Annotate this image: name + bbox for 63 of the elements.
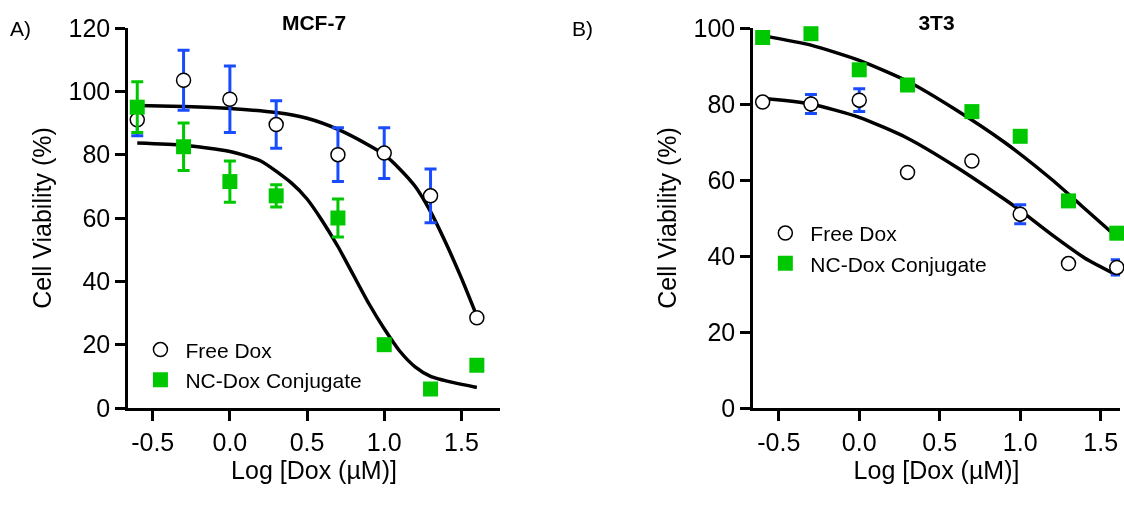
point — [268, 188, 284, 204]
x-tick-label: 0.0 — [212, 427, 248, 456]
y-tick-label: 40 — [707, 241, 736, 270]
point — [175, 72, 192, 88]
chart-title: MCF-7 — [281, 11, 347, 35]
y-tick-label: 60 — [707, 165, 736, 194]
text: B) — [572, 17, 593, 40]
y-axis-title: Cell Viability (%) — [28, 127, 57, 309]
point — [222, 174, 238, 190]
y-tick-label: 80 — [82, 140, 111, 169]
legend-label: Free Dox — [185, 338, 273, 362]
x-tick-label: -0.5 — [757, 427, 801, 456]
x-tick-label: 0.0 — [841, 427, 877, 456]
x-tick-label: 1.5 — [1083, 427, 1119, 456]
point — [1060, 193, 1076, 209]
point — [1060, 255, 1077, 272]
point — [469, 357, 485, 373]
point — [376, 145, 392, 161]
point — [330, 146, 346, 163]
point — [899, 164, 916, 181]
legend-label: Free Dox — [810, 222, 898, 246]
y-tick-label: 20 — [82, 330, 111, 359]
x-tick-label: 1.5 — [444, 427, 479, 456]
point — [1012, 128, 1028, 144]
y-tick-label: 80 — [707, 89, 736, 118]
x-axis-title: Log [Dox (µM)] — [231, 455, 397, 484]
y-tick-label: 100 — [68, 77, 111, 106]
line-series — [135, 141, 479, 390]
point — [176, 139, 192, 155]
point — [755, 30, 771, 45]
x-tick-label: -0.5 — [131, 427, 175, 456]
point — [803, 26, 819, 42]
chart-title: 3T3 — [918, 11, 955, 35]
point — [900, 77, 916, 93]
x-tick-label: 0.5 — [922, 427, 958, 456]
point — [129, 99, 145, 115]
y-tick-label: 60 — [82, 203, 111, 232]
y-axis-title: Cell Viability (%) — [653, 127, 682, 309]
text: A) — [10, 17, 31, 40]
point — [222, 91, 238, 107]
point — [423, 381, 439, 397]
y-tick-label: 120 — [68, 13, 111, 42]
point — [754, 94, 771, 110]
x-tick-label: 0.5 — [289, 427, 325, 456]
legend-label: NC-Dox Conjugate — [810, 252, 987, 276]
y-tick-label: 40 — [82, 267, 111, 296]
point — [1109, 225, 1124, 241]
legend-label: NC-Dox Conjugate — [185, 369, 362, 393]
point — [851, 92, 867, 108]
x-axis-title: Log [Dox (µM)] — [853, 455, 1020, 484]
y-tick-label: 0 — [721, 393, 736, 422]
x-tick-label: 1.0 — [1002, 427, 1038, 456]
point — [964, 153, 980, 169]
x-tick-label: 1.0 — [366, 427, 402, 456]
y-tick-label: 0 — [96, 393, 111, 422]
point — [330, 210, 346, 226]
point — [851, 62, 867, 78]
point — [422, 188, 439, 204]
y-tick-label: 20 — [707, 317, 736, 346]
point — [268, 116, 284, 133]
point — [964, 104, 980, 120]
y-tick-label: 100 — [693, 13, 736, 42]
point — [469, 310, 485, 326]
